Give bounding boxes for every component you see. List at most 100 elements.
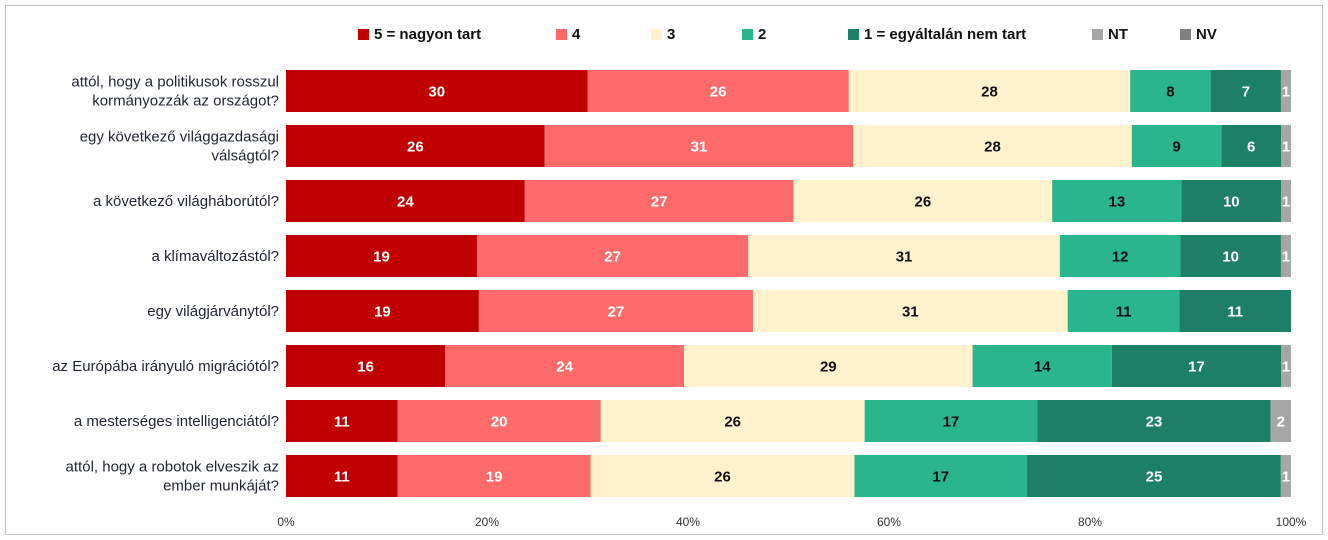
- bar-segment-6-4: [445, 345, 685, 387]
- value-label-6-2: 14: [1034, 359, 1051, 376]
- value-label-6-nt: 1: [1282, 359, 1290, 376]
- value-label-2-5-nagyon-tart: 26: [407, 139, 424, 156]
- bar-segment-3-2: [1052, 180, 1182, 222]
- value-label-5-4: 27: [608, 304, 625, 321]
- bar-segment-4-2: [1059, 235, 1181, 277]
- value-label-5-1-egyaltalan-nem-tart: 11: [1227, 304, 1243, 321]
- bar-segment-5-3: [752, 290, 1068, 332]
- value-label-8-nt: 1: [1282, 469, 1290, 486]
- legend-label-5-nagyon-tart: 5 = nagyon tart: [374, 26, 481, 43]
- bar-segment-4-5-nagyon-tart: [286, 235, 477, 277]
- value-label-7-1-egyaltalan-nem-tart: 23: [1146, 414, 1163, 431]
- bar-segment-1-1-egyaltalan-nem-tart: [1210, 70, 1281, 112]
- legend-label-nt: NT: [1108, 26, 1128, 43]
- legend-swatch-4: [556, 29, 567, 40]
- bar-segment-8-1-egyaltalan-nem-tart: [1027, 455, 1281, 497]
- value-label-7-2: 17: [943, 414, 960, 431]
- value-label-1-1-egyaltalan-nem-tart: 7: [1242, 84, 1250, 101]
- bar-segment-7-3: [600, 400, 865, 442]
- value-label-6-4: 24: [556, 359, 573, 376]
- category-label-1-line-1: attól, hogy a politikusok rosszul: [71, 74, 279, 91]
- value-label-4-nt: 1: [1282, 249, 1290, 266]
- value-label-4-1-egyaltalan-nem-tart: 10: [1222, 249, 1239, 266]
- x-tick-label-40: 40%: [676, 515, 700, 529]
- value-label-3-5-nagyon-tart: 24: [397, 194, 414, 211]
- legend-swatch-nt: [1092, 29, 1103, 40]
- bar-segment-2-4: [544, 125, 854, 167]
- x-tick-label-60: 60%: [877, 515, 901, 529]
- bar-segment-8-3: [590, 455, 855, 497]
- bar-segment-1-4: [587, 70, 849, 112]
- bar-segment-7-4: [397, 400, 601, 442]
- bar-segment-8-nt: [1280, 455, 1291, 497]
- value-label-3-3: 26: [914, 194, 931, 211]
- bar-segment-2-2: [1131, 125, 1222, 167]
- value-label-3-4: 27: [651, 194, 668, 211]
- bar-segment-5-2: [1067, 290, 1180, 332]
- category-label-8-line-1: attól, hogy a robotok elveszik az: [66, 459, 279, 476]
- value-label-6-5-nagyon-tart: 16: [357, 359, 374, 376]
- legend-label-2: 2: [758, 26, 766, 43]
- legend-swatch-5-nagyon-tart: [358, 29, 369, 40]
- value-label-4-3: 31: [896, 249, 913, 266]
- bar-segment-6-5-nagyon-tart: [286, 345, 446, 387]
- category-label-1-line-2: kormányozzák az országot?: [92, 93, 279, 110]
- value-label-8-1-egyaltalan-nem-tart: 25: [1146, 469, 1163, 486]
- category-labels: attól, hogy a politikusok rosszul kormány…: [52, 74, 279, 495]
- category-label-2-line-2: válságtól?: [211, 148, 279, 165]
- value-label-5-3: 31: [902, 304, 919, 321]
- bar-segment-8-5-nagyon-tart: [286, 455, 398, 497]
- value-label-3-1-egyaltalan-nem-tart: 10: [1223, 194, 1240, 211]
- legend-swatch-nv: [1180, 29, 1191, 40]
- value-label-8-2: 17: [932, 469, 949, 486]
- category-label-8-line-2: ember munkáját?: [163, 478, 279, 495]
- value-label-2-3: 28: [984, 139, 1001, 156]
- bar-segment-7-5-nagyon-tart: [286, 400, 398, 442]
- value-label-3-nt: 1: [1282, 194, 1290, 211]
- bar-segment-7-2: [864, 400, 1038, 442]
- bar-segment-4-nt: [1280, 235, 1291, 277]
- value-label-2-4: 31: [691, 139, 708, 156]
- bar-segment-3-5-nagyon-tart: [286, 180, 525, 222]
- value-label-2-nt: 1: [1282, 139, 1290, 156]
- bar-segment-5-1-egyaltalan-nem-tart: [1179, 290, 1291, 332]
- legend-label-3: 3: [667, 26, 675, 43]
- bar-segment-6-nt: [1281, 345, 1291, 387]
- category-label-2-line-1: egy következő világgazdasági: [80, 129, 279, 146]
- value-label-7-nt: 2: [1277, 414, 1285, 431]
- bars: 30 26 28 8 7 126 31 28 9 6 124 27 26 13 10 119 27 31 12 10 1…: [286, 70, 1291, 497]
- category-label-5-line-1: egy világjárványtól?: [147, 303, 279, 320]
- category-label-7-line-1: a mesterséges intelligenciától?: [74, 413, 279, 430]
- value-label-4-5-nagyon-tart: 19: [373, 249, 390, 266]
- value-label-2-1-egyaltalan-nem-tart: 6: [1247, 139, 1255, 156]
- value-label-3-2: 13: [1109, 194, 1126, 211]
- bar-segment-8-2: [854, 455, 1028, 497]
- bar-segment-6-2: [972, 345, 1112, 387]
- legend-swatch-3: [651, 29, 662, 40]
- x-tick-label-80: 80%: [1078, 515, 1102, 529]
- x-tick-label-20: 20%: [475, 515, 499, 529]
- bar-segment-2-5-nagyon-tart: [286, 125, 545, 167]
- bar-segment-2-nt: [1281, 125, 1291, 167]
- bar-segment-2-3: [853, 125, 1132, 167]
- x-axis-ticks: 0% 20% 40% 60% 80% 100%: [277, 515, 1306, 529]
- value-label-4-2: 12: [1112, 249, 1129, 266]
- value-label-7-3: 26: [724, 414, 741, 431]
- legend-label-nv: NV: [1196, 26, 1217, 43]
- value-label-4-4: 27: [604, 249, 621, 266]
- bar-segment-6-3: [684, 345, 973, 387]
- bar-segment-1-5-nagyon-tart: [286, 70, 588, 112]
- bar-segment-3-4: [524, 180, 794, 222]
- value-label-1-nt: 1: [1282, 84, 1290, 101]
- value-label-7-4: 20: [491, 414, 508, 431]
- bar-segment-1-2: [1130, 70, 1211, 112]
- legend-swatch-1-egyaltalan-nem-tart: [848, 29, 859, 40]
- category-label-4-line-1: a klímaváltozástól?: [151, 248, 279, 265]
- bar-segment-3-1-egyaltalan-nem-tart: [1181, 180, 1282, 222]
- value-label-6-1-egyaltalan-nem-tart: 17: [1188, 359, 1205, 376]
- value-label-8-4: 19: [486, 469, 503, 486]
- x-tick-label-0: 0%: [277, 515, 295, 529]
- value-label-1-2: 8: [1166, 84, 1174, 101]
- x-tick-label-100: 100%: [1276, 515, 1307, 529]
